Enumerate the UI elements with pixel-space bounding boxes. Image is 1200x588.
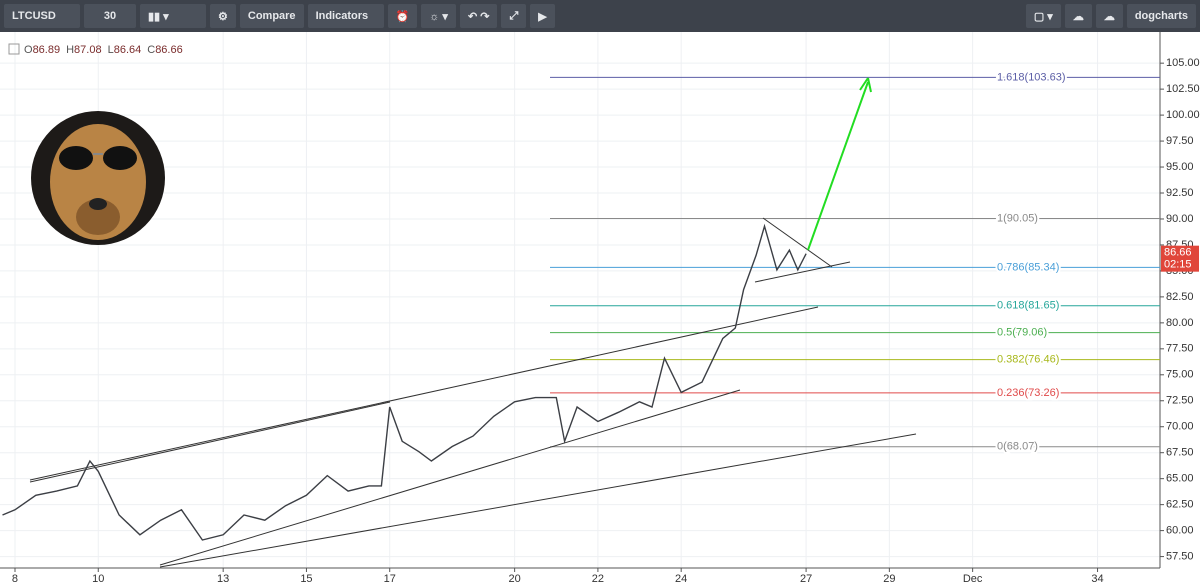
arrow-head	[859, 77, 872, 93]
fib-label: 0.236(73.26)	[997, 387, 1059, 399]
x-tick-label: 10	[92, 573, 104, 585]
avatar	[31, 111, 165, 245]
y-tick-label: 72.50	[1166, 395, 1194, 407]
x-tick-label: Dec	[963, 573, 983, 585]
cloud-down[interactable]: ☁	[1064, 4, 1092, 28]
last-price: 86.66	[1164, 247, 1192, 259]
x-tick-label: 17	[384, 573, 396, 585]
y-tick-label: 57.50	[1166, 550, 1194, 562]
fib-label: 0(68.07)	[997, 441, 1038, 453]
fib-label: 0.786(85.34)	[997, 261, 1059, 273]
y-tick-label: 65.00	[1166, 473, 1194, 485]
user[interactable]: dogcharts	[1126, 4, 1196, 28]
fib-label: 0.5(79.06)	[997, 327, 1047, 339]
chart-style[interactable]: ▮▮ ▾	[140, 4, 206, 28]
x-tick-label: 29	[883, 573, 895, 585]
fib-label: 1.618(103.63)	[997, 71, 1066, 83]
ohlc-key: L	[108, 44, 114, 56]
y-tick-label: 92.50	[1166, 187, 1194, 199]
symbol[interactable]: LTCUSD	[4, 4, 80, 28]
y-tick-label: 80.00	[1166, 317, 1194, 329]
toolbar: LTCUSD 30 ▮▮ ▾ ⚙ Compare Indicators ⏰ ☼ …	[0, 0, 1200, 32]
y-tick-label: 70.00	[1166, 421, 1194, 433]
price-line	[2, 223, 807, 541]
x-tick-label: 15	[300, 573, 312, 585]
undo-redo[interactable]: ↶ ↷	[459, 4, 498, 28]
x-tick-label: 22	[592, 573, 604, 585]
trend-line	[762, 217, 833, 268]
trend-line	[159, 389, 741, 566]
trend-line	[159, 433, 917, 568]
cloud-up[interactable]: ☁	[1095, 4, 1123, 28]
ohlc-key: C	[147, 44, 155, 56]
fib-label: 0.382(76.46)	[997, 354, 1059, 366]
trend-line	[29, 401, 391, 483]
chart: O86.89 H87.08 L86.64 C86.66 57.5060.0062.50…	[0, 32, 1200, 585]
x-tick-label: 8	[12, 573, 18, 585]
y-tick-label: 97.50	[1166, 135, 1194, 147]
indicators[interactable]: Indicators	[307, 4, 384, 28]
y-tick-label: 77.50	[1166, 343, 1194, 355]
x-tick-label: 27	[800, 573, 812, 585]
ohlc: O86.89 H87.08 L86.64 C86.66	[24, 44, 183, 56]
fib-label: 0.618(81.65)	[997, 300, 1059, 312]
legend: O86.89 H87.08 L86.64 C86.66	[8, 43, 183, 56]
price-tag	[1161, 245, 1199, 272]
ohlc-key: H	[66, 44, 74, 56]
alert[interactable]: ⏰	[387, 4, 418, 28]
countdown: 02:15	[1164, 259, 1192, 271]
ohlc-value: 86.64	[114, 44, 142, 56]
y-tick-label: 100.00	[1166, 109, 1200, 121]
settings[interactable]: ⚙	[210, 4, 236, 28]
interval[interactable]: 30	[84, 4, 136, 28]
fullscreen[interactable]: ⤢	[501, 4, 527, 28]
y-tick-label: 60.00	[1166, 525, 1194, 537]
y-tick-label: 67.50	[1166, 447, 1194, 459]
ohlc-value: 87.08	[74, 44, 102, 56]
layout[interactable]: ▢ ▾	[1025, 4, 1061, 28]
compare[interactable]: Compare	[239, 4, 304, 28]
y-tick-label: 105.00	[1166, 57, 1200, 69]
x-tick-label: 34	[1091, 573, 1103, 585]
y-tick-label: 102.50	[1166, 83, 1200, 95]
templates[interactable]: ☼ ▾	[421, 4, 456, 28]
price-axis	[1160, 32, 1200, 568]
y-tick-label: 95.00	[1166, 161, 1194, 173]
x-tick-label: 13	[217, 573, 229, 585]
y-tick-label: 62.50	[1166, 499, 1194, 511]
fib-label: 1(90.05)	[997, 212, 1038, 224]
y-tick-label: 90.00	[1166, 213, 1194, 225]
x-tick-label: 24	[675, 573, 687, 585]
y-tick-label: 75.00	[1166, 369, 1194, 381]
trend-line	[29, 306, 819, 481]
ohlc-key: O	[24, 44, 33, 56]
collapse[interactable]	[8, 43, 20, 55]
projection-arrow	[807, 81, 869, 251]
ohlc-value: 86.89	[33, 44, 61, 56]
ohlc-value: 86.66	[155, 44, 183, 56]
trend-line	[754, 261, 851, 283]
replay[interactable]: ▶	[530, 4, 555, 28]
y-tick-label: 82.50	[1166, 291, 1194, 303]
x-tick-label: 20	[509, 573, 521, 585]
